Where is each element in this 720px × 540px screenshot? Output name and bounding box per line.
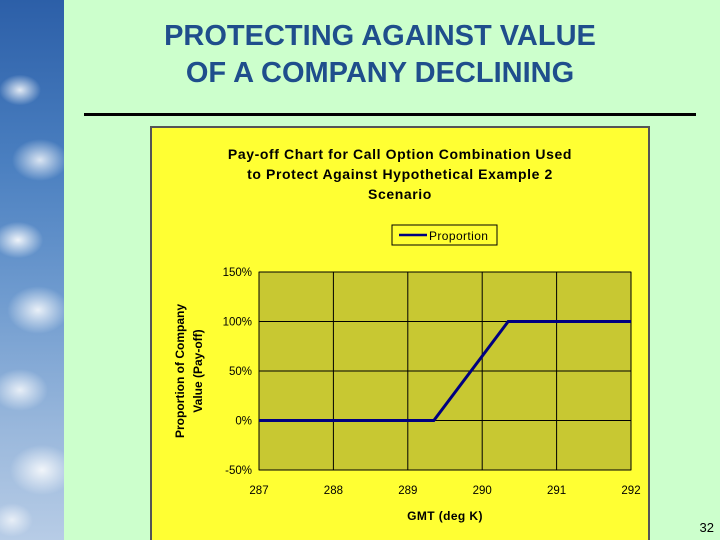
- x-tick-label: 292: [621, 485, 640, 497]
- slide-title-line-2: OF A COMPANY DECLINING: [185, 57, 575, 89]
- y-tick-label: 150%: [223, 267, 252, 279]
- payoff-chart: Pay-off Chart for Call Option Combinatio…: [173, 146, 641, 523]
- y-tick-label: 0%: [235, 416, 252, 428]
- chart-title-line-1: Pay-off Chart for Call Option Combinatio…: [228, 146, 572, 162]
- x-tick-label: 291: [547, 485, 566, 497]
- y-tick-label: 50%: [229, 366, 252, 378]
- series-line-proportion: [259, 320, 631, 422]
- y-axis-title-line-1: Proportion of Company: [173, 304, 187, 438]
- x-tick-label: 287: [249, 485, 268, 497]
- x-tick-label: 288: [324, 485, 343, 497]
- y-axis-title-line-2: Value (Pay-off): [191, 329, 205, 412]
- title-underline-divider: [84, 113, 696, 116]
- chart-title-line-3: Scenario: [368, 186, 432, 202]
- legend-label: Proportion: [429, 229, 488, 243]
- x-tick-label: 290: [473, 485, 492, 497]
- slide-title-line-1: PROTECTING AGAINST VALUE: [164, 20, 596, 52]
- x-axis-title: GMT (deg K): [407, 509, 483, 523]
- y-tick-label: -50%: [225, 465, 252, 477]
- slide-title: PROTECTING AGAINST VALUE OF A COMPANY DE…: [120, 18, 640, 92]
- sky-background-strip: [0, 0, 64, 540]
- page-number: 32: [699, 520, 714, 535]
- x-tick-label: 289: [398, 485, 417, 497]
- y-tick-label: 100%: [223, 317, 252, 329]
- chart-frame: Pay-off Chart for Call Option Combinatio…: [150, 126, 650, 540]
- chart-title-line-2: to Protect Against Hypothetical Example …: [247, 166, 553, 182]
- legend-box: [391, 224, 498, 246]
